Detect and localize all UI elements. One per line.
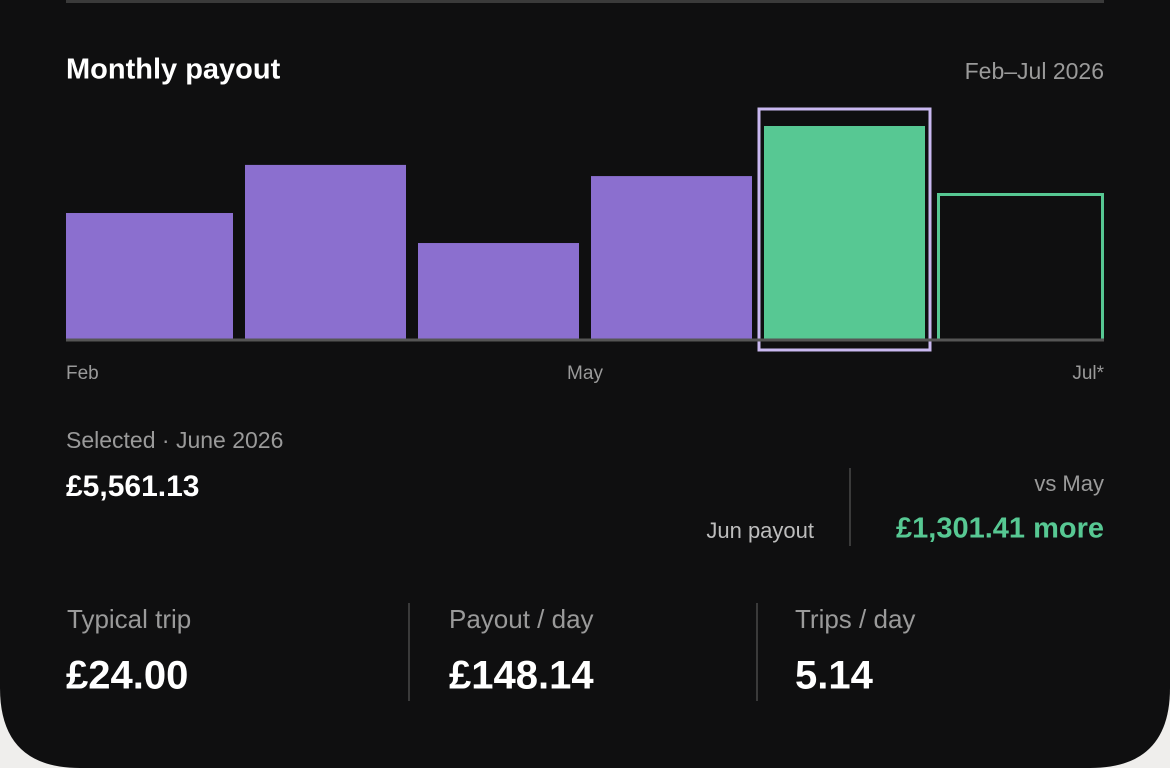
selection-box <box>757 107 932 352</box>
chart-title: Monthly payout <box>66 54 281 86</box>
stat-value: 5.14 <box>795 654 874 698</box>
stat-value: £24.00 <box>66 654 188 698</box>
stat-value: £148.14 <box>449 654 594 698</box>
bar <box>245 164 406 340</box>
selected-amount: £5,561.13 <box>66 470 199 503</box>
bar <box>66 213 233 340</box>
plot: Feb May Jul* <box>66 107 1105 384</box>
bar <box>764 126 925 340</box>
stat-label: Typical trip <box>67 604 191 634</box>
selected-label: Selected · June 2026 <box>66 427 283 453</box>
compare-value: £1,301.41 more <box>896 513 1104 545</box>
separator <box>408 603 410 701</box>
chart-subtitle: Feb–Jul 2026 <box>965 58 1104 84</box>
stat-label: Trips / day <box>795 604 915 634</box>
stat-label: Payout / day <box>449 604 594 634</box>
separator <box>756 603 758 701</box>
baseline <box>66 338 1104 342</box>
bar <box>591 176 752 340</box>
x-tick-label: Jul* <box>1072 363 1104 384</box>
bar <box>418 243 579 340</box>
compare-label: vs May <box>1034 471 1104 496</box>
selected-caption: Jun payout <box>706 518 814 543</box>
x-tick-label: May <box>567 363 603 384</box>
divider <box>66 0 1104 3</box>
x-tick-label: Feb <box>66 363 99 384</box>
separator <box>849 468 851 546</box>
